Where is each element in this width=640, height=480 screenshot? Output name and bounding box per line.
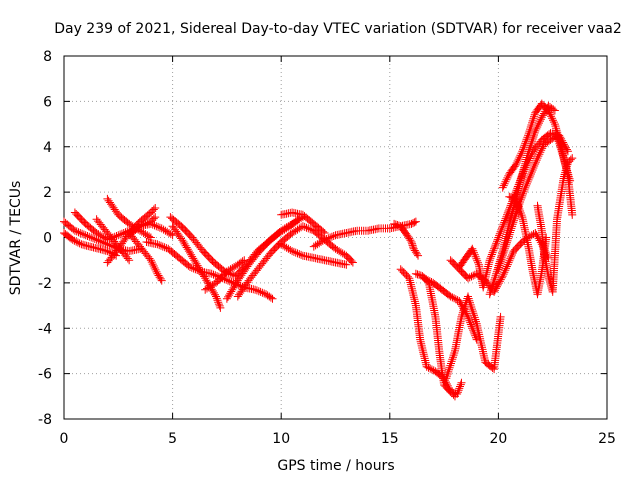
y-tick-label: 4	[43, 140, 52, 156]
y-tick-label: 2	[43, 185, 52, 201]
plus-markers	[309, 217, 420, 251]
series-track-23	[446, 229, 553, 296]
series-track-12	[201, 256, 249, 294]
x-axis-label: GPS time / hours	[277, 458, 394, 474]
chart-title: Day 239 of 2021, Sidereal Day-to-day VTE…	[54, 21, 622, 37]
x-tick-label: 0	[60, 431, 69, 447]
plus-markers	[420, 274, 481, 344]
series-track-22	[442, 292, 505, 383]
plus-markers	[277, 240, 351, 269]
y-tick-label: -8	[38, 412, 52, 428]
plus-markers	[390, 219, 423, 260]
plus-markers	[505, 192, 551, 299]
series-track-13	[222, 213, 307, 303]
y-tick-label: -6	[38, 367, 52, 383]
series-track-16	[277, 208, 329, 237]
y-tick-label: 6	[43, 94, 52, 110]
axis-ticks: 0 5 10 15 20 25 -8 -6 -4 -2 0 2 4 6 8	[38, 49, 616, 447]
x-tick-label: 15	[381, 431, 399, 447]
grid-lines	[64, 56, 607, 419]
series-track-02	[60, 229, 121, 260]
series-track-08	[125, 219, 177, 240]
series-track-17	[309, 217, 420, 251]
plus-markers	[201, 256, 249, 294]
y-tick-label: -2	[38, 276, 52, 292]
plus-markers	[60, 229, 121, 260]
series-track-15	[277, 240, 351, 269]
x-tick-label: 25	[598, 431, 616, 447]
plus-markers	[446, 229, 553, 296]
x-tick-label: 20	[489, 431, 507, 447]
x-tick-label: 5	[168, 431, 177, 447]
plus-markers	[168, 222, 225, 312]
series-track-18	[390, 219, 423, 260]
plus-markers	[222, 213, 307, 303]
series-track-29	[505, 192, 551, 299]
plus-markers	[125, 219, 177, 240]
data-points	[60, 99, 577, 401]
y-axis-label: SDTVAR / TECUs	[8, 181, 24, 296]
series-track-21	[420, 274, 481, 344]
plus-markers	[277, 208, 329, 237]
plus-markers	[442, 292, 505, 383]
series-track-19	[396, 265, 459, 401]
plus-markers	[396, 265, 459, 401]
x-tick-label: 10	[272, 431, 290, 447]
series-track-11	[168, 222, 225, 312]
y-tick-label: 0	[43, 231, 52, 247]
y-tick-label: -4	[38, 321, 52, 337]
y-tick-label: 8	[43, 49, 52, 65]
